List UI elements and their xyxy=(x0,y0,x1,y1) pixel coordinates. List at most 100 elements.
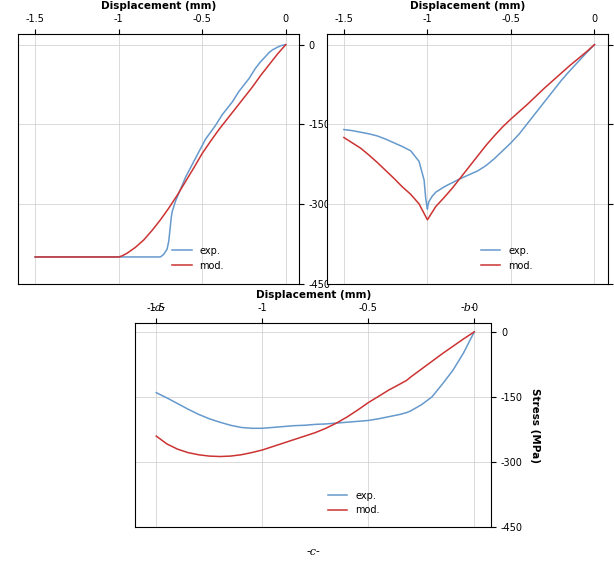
mod. xyxy=(440,194,448,201)
exp. xyxy=(290,422,298,429)
mod. xyxy=(549,77,556,84)
exp. xyxy=(428,393,435,400)
mod. xyxy=(427,211,435,218)
Line: exp.: exp. xyxy=(344,45,594,209)
mod. xyxy=(591,41,598,48)
mod. xyxy=(249,84,256,91)
mod. xyxy=(280,439,287,446)
exp. xyxy=(258,425,266,431)
exp. xyxy=(583,50,590,57)
exp. xyxy=(184,406,192,413)
Line: exp.: exp. xyxy=(35,45,286,257)
exp. xyxy=(423,201,430,208)
mod. xyxy=(40,253,47,260)
mod. xyxy=(499,124,507,130)
mod. xyxy=(174,446,181,452)
X-axis label: Displacement (mm): Displacement (mm) xyxy=(101,1,216,11)
exp. xyxy=(416,158,423,165)
mod. xyxy=(290,436,298,443)
mod. xyxy=(184,449,192,456)
Legend: exp., mod.: exp., mod. xyxy=(169,243,227,274)
mod. xyxy=(98,253,106,260)
exp. xyxy=(269,424,276,431)
mod. xyxy=(416,201,423,208)
mod. xyxy=(382,167,389,174)
exp. xyxy=(216,419,223,426)
exp. xyxy=(449,367,457,374)
mod. xyxy=(403,377,410,384)
mod. xyxy=(232,105,239,112)
Text: -a-: -a- xyxy=(152,303,166,314)
mod. xyxy=(418,366,425,373)
X-axis label: Displacement (mm): Displacement (mm) xyxy=(410,1,525,11)
exp. xyxy=(422,195,429,202)
mod. xyxy=(373,159,381,166)
exp. xyxy=(429,193,436,200)
exp. xyxy=(457,175,465,182)
mod. xyxy=(333,420,340,426)
Line: mod.: mod. xyxy=(157,332,474,456)
exp. xyxy=(166,230,173,236)
Text: -c-: -c- xyxy=(306,547,320,557)
exp. xyxy=(427,195,435,202)
exp. xyxy=(357,129,364,136)
mod. xyxy=(375,393,383,400)
mod. xyxy=(391,175,398,182)
mod. xyxy=(140,236,147,243)
exp. xyxy=(445,181,453,188)
exp. xyxy=(470,328,478,335)
mod. xyxy=(398,184,406,191)
exp. xyxy=(565,68,573,75)
mod. xyxy=(131,244,139,251)
mod. xyxy=(227,452,234,459)
mod. xyxy=(198,150,206,157)
mod. xyxy=(240,94,247,101)
exp. xyxy=(516,130,523,137)
mod. xyxy=(274,51,281,58)
exp. xyxy=(386,413,393,420)
exp. xyxy=(507,139,515,146)
mod. xyxy=(206,452,213,459)
exp. xyxy=(407,408,414,414)
exp. xyxy=(437,185,445,192)
mod. xyxy=(354,407,362,413)
exp. xyxy=(424,206,431,213)
mod. xyxy=(265,61,273,68)
exp. xyxy=(390,412,397,419)
Line: mod.: mod. xyxy=(35,45,286,257)
mod. xyxy=(207,138,214,145)
exp. xyxy=(424,201,432,208)
mod. xyxy=(31,253,39,260)
exp. xyxy=(333,420,340,426)
mod. xyxy=(165,205,173,211)
mod. xyxy=(390,384,397,391)
exp. xyxy=(460,349,467,356)
exp. xyxy=(440,184,448,191)
exp. xyxy=(491,155,498,162)
mod. xyxy=(340,134,348,141)
exp. xyxy=(31,253,39,260)
exp. xyxy=(439,380,446,387)
exp. xyxy=(424,203,432,210)
mod. xyxy=(301,433,308,439)
exp. xyxy=(195,149,203,155)
exp. xyxy=(426,198,433,205)
mod. xyxy=(397,380,404,387)
Legend: exp., mod.: exp., mod. xyxy=(325,488,383,518)
mod. xyxy=(558,70,565,77)
mod. xyxy=(449,343,457,350)
mod. xyxy=(153,433,160,439)
exp. xyxy=(227,422,234,429)
mod. xyxy=(583,49,590,56)
mod. xyxy=(269,443,276,450)
exp. xyxy=(375,416,383,422)
mod. xyxy=(432,203,440,210)
mod. xyxy=(386,386,393,393)
exp. xyxy=(238,424,245,431)
mod. xyxy=(574,56,581,62)
mod. xyxy=(119,252,126,259)
exp. xyxy=(340,126,348,133)
exp. xyxy=(107,253,114,260)
exp. xyxy=(574,59,581,66)
mod. xyxy=(407,191,414,198)
